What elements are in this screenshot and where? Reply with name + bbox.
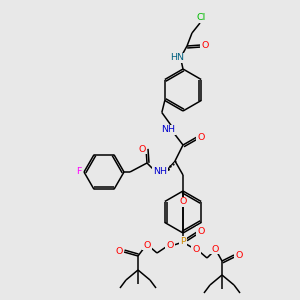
Text: O: O xyxy=(138,145,146,154)
Text: O: O xyxy=(197,226,205,236)
Text: NH: NH xyxy=(153,167,167,176)
Text: O: O xyxy=(115,248,123,256)
Text: O: O xyxy=(192,245,200,254)
Text: O: O xyxy=(201,41,209,50)
Text: O: O xyxy=(179,197,187,206)
Text: P: P xyxy=(180,236,186,245)
Text: O: O xyxy=(166,241,174,250)
Text: O: O xyxy=(211,244,219,253)
Text: Cl: Cl xyxy=(196,14,206,22)
Text: HN: HN xyxy=(170,53,184,62)
Text: NH: NH xyxy=(161,125,175,134)
Text: O: O xyxy=(235,250,243,260)
Text: O: O xyxy=(143,241,151,250)
Text: F: F xyxy=(76,167,82,176)
Text: O: O xyxy=(197,133,205,142)
